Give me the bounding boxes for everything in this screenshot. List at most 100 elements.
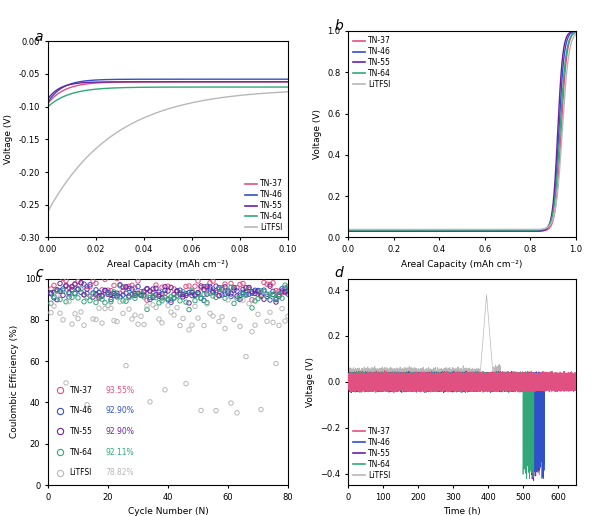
Point [145,291,155,299]
Text: LiTFSI: LiTFSI [70,468,92,477]
Text: TN-46: TN-46 [70,406,92,415]
Point [79,321,89,329]
Text: 78.82%: 78.82% [106,468,134,477]
Point [103,301,113,310]
Point [160,289,170,298]
Point [145,287,155,295]
Point [178,287,188,296]
Point [274,287,284,295]
Point [280,317,290,325]
Point [160,385,170,394]
Point [118,297,128,305]
Point [46,285,56,293]
Point [271,298,281,306]
Point [103,289,113,298]
Point [136,290,146,298]
Point [235,322,245,330]
Point [274,321,284,330]
Text: d: d [335,266,343,280]
Point [256,406,266,414]
Point [229,299,239,308]
Point [148,292,158,300]
Point [169,311,179,319]
Point [88,289,98,297]
Point [82,400,92,409]
Point [229,283,239,292]
Point [238,279,248,287]
Point [85,297,95,305]
Point [283,285,293,293]
Point [244,283,254,292]
Point [283,283,293,291]
Point [283,290,293,298]
Text: TN-37: TN-37 [70,385,92,395]
Point [97,286,107,294]
Point [163,295,173,303]
Point [79,280,89,288]
Point [280,284,290,292]
Text: a: a [35,29,43,43]
Point [217,291,227,299]
Point [262,280,272,288]
Point [238,296,248,304]
Point [187,321,197,329]
Point [211,282,221,291]
Point [142,302,152,310]
Point [166,296,176,304]
Point [52,291,62,299]
Point [211,287,221,295]
Point [190,302,200,311]
Point [151,294,161,302]
Point [127,315,137,323]
Point [154,288,164,296]
Point [184,282,194,290]
Point [55,287,65,295]
Point [226,293,236,301]
Point [208,312,218,320]
Point [229,284,239,292]
Point [136,291,146,299]
Text: b: b [335,19,343,33]
Point [205,289,215,297]
Point [253,286,263,295]
Point [97,292,107,300]
Point [154,299,164,307]
Point [55,287,65,296]
Point [268,287,278,296]
Point [265,282,275,291]
Point [193,289,203,297]
Legend: TN-37, TN-46, TN-55, TN-64, LiTFSI: TN-37, TN-46, TN-55, TN-64, LiTFSI [244,178,284,234]
Point [145,398,155,406]
Point [184,288,194,297]
Point [82,285,92,293]
Point [139,287,149,295]
Point [265,290,275,298]
Point [91,315,101,324]
Point [226,399,236,407]
Point [118,283,128,291]
Point [58,316,68,324]
Point [109,316,119,325]
Point [55,279,65,287]
Point [166,283,176,292]
Point [217,313,227,321]
Point [229,315,239,324]
Point [223,287,233,296]
Point [136,312,146,320]
Point [55,309,65,317]
Point [112,292,122,300]
Point [178,290,188,298]
Point [52,296,62,304]
Point [100,286,110,295]
Point [58,285,68,293]
Point [130,294,140,302]
Point [136,291,146,299]
Point [247,328,257,336]
Point [181,282,191,291]
Point [85,291,95,299]
Point [133,277,143,285]
Point [52,287,62,296]
Point [223,289,233,297]
Point [280,288,290,296]
Point [121,297,131,305]
